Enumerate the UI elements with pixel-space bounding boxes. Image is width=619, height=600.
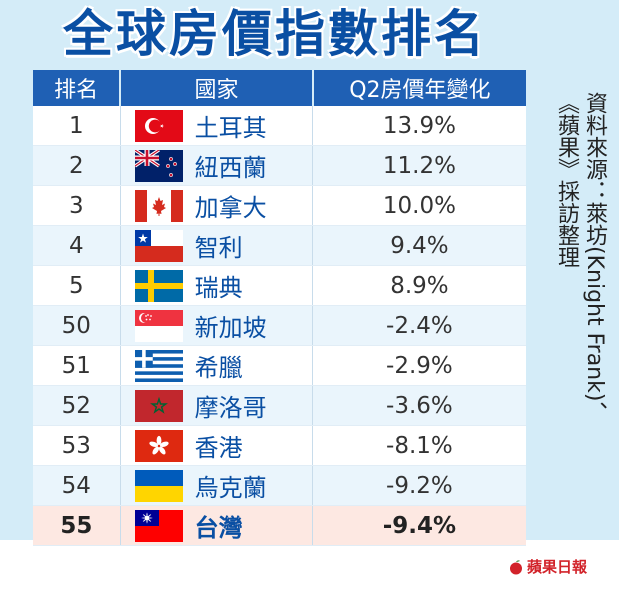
country-name: 新加坡 (194, 314, 267, 342)
change-cell: 10.0% (382, 192, 456, 219)
source-note: 資料來源：萊坊(Knight Frank)、 《蘋果》採訪整理 (554, 92, 607, 424)
rank-cell: 50 (61, 312, 91, 339)
canada-flag-icon (134, 189, 183, 222)
table-row: 55 台灣 -9.4% (33, 506, 526, 546)
country-name: 加拿大 (194, 194, 267, 222)
country-cell: 新加坡 (119, 306, 313, 345)
table-row: 3 加拿大 10.0% (33, 186, 526, 226)
change-cell: -9.4% (382, 512, 457, 539)
chile-flag-icon (134, 229, 183, 262)
country-name: 希臘 (194, 354, 243, 382)
table-row: 53 香港 -8.1% (33, 426, 526, 466)
country-cell: 土耳其 (119, 106, 313, 145)
page-title: 全球房價指數排名 (63, 5, 487, 63)
table-row: 51 希臘 -2.9% (33, 346, 526, 386)
hong-kong-flag-icon (134, 429, 183, 462)
country-cell: 紐西蘭 (119, 146, 313, 185)
country-name: 台灣 (194, 514, 243, 542)
change-cell: 11.2% (382, 152, 456, 179)
table-row: 1 土耳其 13.9% (33, 106, 526, 146)
table-body: 1 土耳其 13.9% 2 紐西蘭 11.2% 3 加拿大 10.0% 4 智利 9.4% 5 瑞典 8.9… (33, 106, 526, 546)
country-name: 土耳其 (194, 114, 267, 142)
newspaper-logo: 蘋果日報 (508, 556, 587, 577)
table-row: 4 智利 9.4% (33, 226, 526, 266)
country-cell: 台灣 (119, 506, 313, 545)
change-cell: 13.9% (382, 112, 456, 139)
country-name: 摩洛哥 (194, 394, 267, 422)
rank-cell: 3 (69, 192, 84, 219)
country-name: 紐西蘭 (194, 154, 267, 182)
ukraine-flag-icon (134, 469, 183, 502)
turkey-flag-icon (134, 109, 183, 142)
country-cell: 摩洛哥 (119, 386, 313, 425)
infographic-panel: 全球房價指數排名 排名 國家 Q2房價年變化 1 土耳其 13.9% 2 紐西蘭 11.2… (0, 0, 619, 546)
rank-cell: 5 (69, 272, 84, 299)
ranking-table: 排名 國家 Q2房價年變化 1 土耳其 13.9% 2 紐西蘭 11.2% 3 加拿大 10.0… (33, 70, 526, 546)
morocco-flag-icon (134, 389, 183, 422)
greece-flag-icon (134, 349, 183, 382)
country-name: 瑞典 (194, 274, 243, 302)
rank-cell: 2 (69, 152, 84, 179)
rank-cell: 55 (60, 512, 93, 539)
change-cell: -8.1% (386, 432, 453, 459)
rank-cell: 52 (61, 392, 91, 419)
taiwan-flag-icon (134, 509, 183, 542)
country-cell: 瑞典 (119, 266, 313, 305)
header-rank: 排名 (54, 78, 99, 103)
country-cell: 加拿大 (119, 186, 313, 225)
change-cell: -3.6% (386, 392, 453, 419)
country-name: 烏克蘭 (194, 474, 267, 502)
table-row: 5 瑞典 8.9% (33, 266, 526, 306)
country-name: 智利 (194, 234, 243, 262)
logo-text: 蘋果日報 (527, 558, 588, 576)
header-country: 國家 (119, 70, 314, 106)
change-cell: -9.2% (386, 472, 453, 499)
country-cell: 希臘 (119, 346, 313, 385)
table-row: 54 烏克蘭 -9.2% (33, 466, 526, 506)
table-row: 52 摩洛哥 -3.6% (33, 386, 526, 426)
change-cell: -2.4% (386, 312, 453, 339)
new-zealand-flag-icon (134, 149, 183, 182)
rank-cell: 53 (61, 432, 91, 459)
table-header: 排名 國家 Q2房價年變化 (33, 70, 526, 106)
change-cell: -2.9% (386, 352, 453, 379)
country-cell: 烏克蘭 (119, 466, 313, 505)
rank-cell: 51 (61, 352, 91, 379)
rank-cell: 4 (69, 232, 84, 259)
country-cell: 香港 (119, 426, 313, 465)
change-cell: 9.4% (390, 232, 449, 259)
table-row: 50 新加坡 -2.4% (33, 306, 526, 346)
rank-cell: 54 (61, 472, 91, 499)
apple-icon (510, 559, 522, 574)
sweden-flag-icon (134, 269, 183, 302)
singapore-flag-icon (134, 309, 183, 342)
change-cell: 8.9% (390, 272, 449, 299)
header-change: Q2房價年變化 (349, 78, 491, 103)
country-cell: 智利 (119, 226, 313, 265)
country-name: 香港 (194, 434, 243, 462)
table-row: 2 紐西蘭 11.2% (33, 146, 526, 186)
rank-cell: 1 (69, 112, 84, 139)
